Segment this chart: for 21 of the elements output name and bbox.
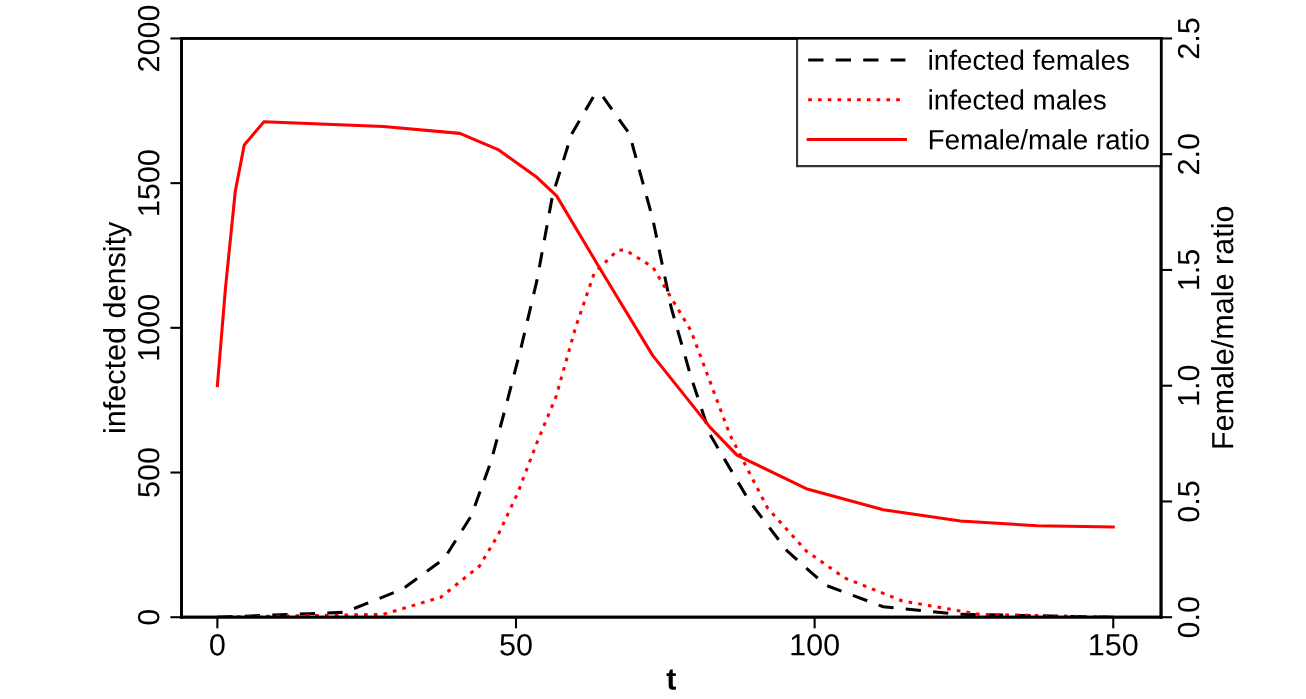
x-tick-label: 100 [791,634,839,656]
legend-label: infected males [929,89,1106,110]
y2-tick-label: 1.5 [1178,249,1200,289]
legend-label: Female/male ratio [929,129,1149,150]
y-tick-label: 500 [137,448,160,497]
y-tick-label: 0 [137,609,160,625]
x-tick-label: 50 [500,634,532,656]
x-tick-label: 0 [210,634,225,656]
legend-label: infected females [929,49,1129,70]
y2-tick-label: 2.5 [1177,18,1200,59]
y2-tick-label: 0.0 [1177,597,1200,638]
y2-tick-label: 2.0 [1177,134,1200,174]
y2-tick-label: 1.0 [1177,365,1200,405]
y2-axis-title: Female/male ratio [1211,206,1234,448]
y2-tick-label: 0.5 [1177,481,1200,522]
y-tick-label: 1500 [137,150,160,215]
y-axis-title: infected density [103,221,132,432]
y-tick-label: 1000 [137,295,160,360]
x-axis-title: t [666,669,676,690]
x-tick-label: 150 [1090,634,1138,656]
y-tick-label: 2000 [137,5,160,71]
